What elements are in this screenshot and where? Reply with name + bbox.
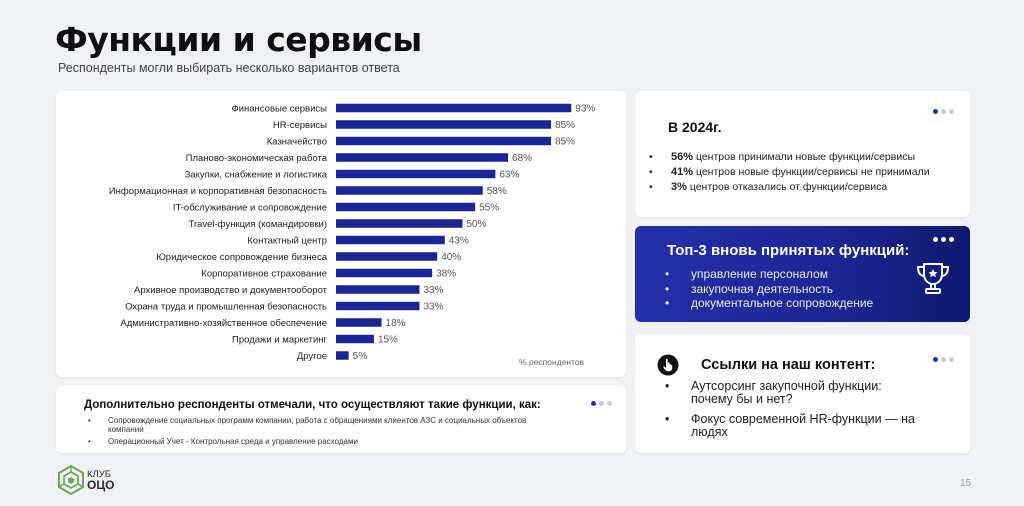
stat-text: центров отказались от функции/сервиса xyxy=(686,181,888,193)
page-subtitle: Респонденты могли выбирать несколько вар… xyxy=(58,61,400,75)
category-label: Корпоративное страхование xyxy=(201,269,327,280)
extra-functions-card: Дополнительно респонденты отмечали, что … xyxy=(56,386,626,453)
page-number: 15 xyxy=(960,478,972,489)
value-label: 85% xyxy=(555,120,575,131)
category-label: HR-сервисы xyxy=(273,120,327,131)
bar xyxy=(336,219,463,228)
value-label: 58% xyxy=(487,186,507,197)
bar xyxy=(336,136,552,146)
value-label: 55% xyxy=(479,203,499,214)
value-label: 50% xyxy=(467,219,487,230)
chart-card: Финансовые сервисы 93% HR-сервисы 85% Казнач… xyxy=(56,91,626,377)
category-label: Контактный центр xyxy=(247,236,327,247)
list-item: документальное сопровождение xyxy=(665,296,873,311)
stat-text: центров новые функции/сервисы не принима… xyxy=(693,166,930,178)
value-label: 18% xyxy=(386,318,406,329)
bar xyxy=(336,318,382,327)
bar xyxy=(336,120,552,129)
year-summary-card: В 2024г. 56% центров принимали новые фун… xyxy=(635,91,970,217)
pager-dots-icon xyxy=(591,401,612,406)
list-item: 56% центров принимали новые функции/серв… xyxy=(649,151,930,166)
bar xyxy=(336,268,433,278)
top3-title: Топ-3 вновь принятых функций: xyxy=(667,242,910,259)
stat-value: 41% xyxy=(671,166,694,178)
category-label: Закупки, снабжение и логистика xyxy=(185,170,328,181)
extra-functions-title: Дополнительно респонденты отмечали, что … xyxy=(84,399,541,411)
links-title: Ссылки на наш контент: xyxy=(701,357,876,373)
pointer-hand-icon xyxy=(657,354,679,376)
bar xyxy=(336,103,572,113)
extra-functions-list: Сопровождение социальных программ компан… xyxy=(86,416,556,449)
category-label: Архивное производство и документооборот xyxy=(134,285,328,296)
list-item: Сопровождение социальных программ компан… xyxy=(86,416,556,434)
value-label: 38% xyxy=(436,269,456,280)
stat-value: 56% xyxy=(671,151,694,163)
category-label: Финансовые сервисы xyxy=(232,104,328,115)
pager-dots-icon xyxy=(933,357,954,362)
list-item: Операционный Учет - Контрольная среда и … xyxy=(86,437,556,446)
category-label: Продажи и маркетинг xyxy=(232,335,327,346)
pager-dots-icon xyxy=(933,109,954,114)
value-label: 5% xyxy=(353,351,368,362)
list-item: 3% центров отказались от функции/сервиса xyxy=(649,181,930,196)
category-label: Казначейство xyxy=(267,137,327,148)
category-label: IT-обслуживание и сопровождение xyxy=(173,203,327,214)
pager-dots-icon xyxy=(933,237,954,242)
logo-line-1: КЛУБ xyxy=(87,469,112,480)
bar xyxy=(336,351,349,360)
bar xyxy=(336,301,420,311)
value-label: 33% xyxy=(423,285,443,296)
logo-line-2: ОЦО xyxy=(87,478,115,492)
top3-card: Топ-3 вновь принятых функций: управление… xyxy=(635,226,970,322)
list-item: управление персоналом xyxy=(665,267,873,282)
value-label: 15% xyxy=(378,335,398,346)
value-label: 43% xyxy=(449,236,469,247)
bar xyxy=(336,202,476,212)
category-label: Планово-экономическая работа xyxy=(186,153,328,164)
value-label: 63% xyxy=(499,170,519,181)
category-label: Travel-функция (командировки) xyxy=(189,219,327,230)
hexagon-logo-icon xyxy=(58,465,84,495)
bar xyxy=(336,186,483,195)
category-label: Информационная и корпоративная безопасно… xyxy=(109,186,327,197)
content-link[interactable]: Аутсорсинг закупочной функции: почему бы… xyxy=(665,380,925,406)
page-title: Функции и сервисы xyxy=(55,20,422,59)
club-logo: КЛУБ ОЦО xyxy=(57,465,114,495)
value-label: 85% xyxy=(555,137,575,148)
top3-list: управление персоналом закупочная деятель… xyxy=(665,267,873,311)
category-label: Юридическое сопровождение бизнеса xyxy=(156,252,327,263)
bar xyxy=(336,285,420,294)
trophy-icon xyxy=(916,263,950,294)
bar xyxy=(336,169,496,179)
stat-text: центров принимали новые функции/сервисы xyxy=(693,151,916,163)
list-item: 41% центров новые функции/сервисы не при… xyxy=(649,166,930,181)
year-summary-title: В 2024г. xyxy=(668,119,722,135)
year-summary-list: 56% центров принимали новые функции/серв… xyxy=(649,151,930,196)
chart-unit-note: % респондентов xyxy=(519,357,585,367)
bar xyxy=(336,153,509,162)
list-item: закупочная деятельность xyxy=(665,282,873,297)
value-label: 93% xyxy=(575,104,595,115)
value-label: 40% xyxy=(441,252,461,263)
bar xyxy=(336,252,438,261)
links-card: Ссылки на наш контент: Аутсорсинг закупо… xyxy=(635,334,970,453)
bar-chart: Финансовые сервисы 93% HR-сервисы 85% Казнач… xyxy=(109,103,596,363)
stat-value: 3% xyxy=(671,181,687,193)
bar xyxy=(336,235,445,245)
value-label: 33% xyxy=(423,302,443,313)
category-label: Охрана труда и промышленная безопасность xyxy=(125,302,327,313)
bar xyxy=(336,334,374,344)
category-label: Другое xyxy=(297,351,327,362)
value-label: 68% xyxy=(512,153,532,164)
links-list: Аутсорсинг закупочной функции: почему бы… xyxy=(665,380,925,446)
content-link[interactable]: Фокус современной HR-функции — на людях xyxy=(665,413,925,439)
category-label: Административно-хозяйственное обеспечени… xyxy=(120,318,327,329)
